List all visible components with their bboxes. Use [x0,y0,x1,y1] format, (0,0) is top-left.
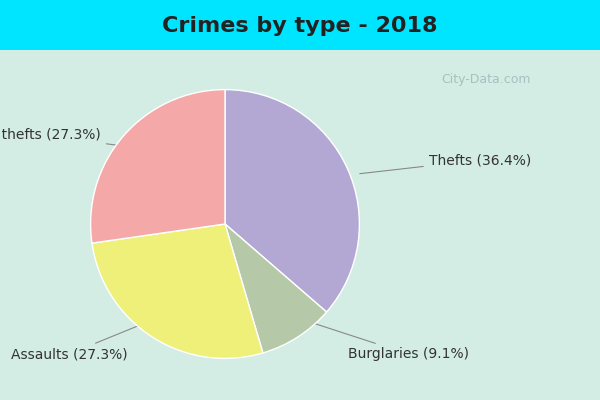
Text: City-Data.com: City-Data.com [441,74,531,86]
Wedge shape [92,224,263,358]
Text: Crimes by type - 2018: Crimes by type - 2018 [162,16,438,36]
Wedge shape [225,90,359,312]
Text: Auto thefts (27.3%): Auto thefts (27.3%) [0,127,150,150]
Wedge shape [91,90,225,243]
Text: Thefts (36.4%): Thefts (36.4%) [360,153,531,174]
Wedge shape [225,224,326,353]
Text: Assaults (27.3%): Assaults (27.3%) [11,311,175,361]
Text: Burglaries (9.1%): Burglaries (9.1%) [275,311,469,361]
